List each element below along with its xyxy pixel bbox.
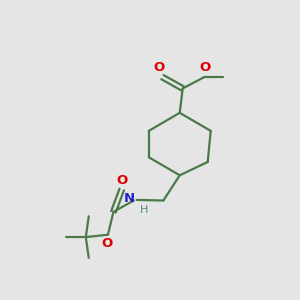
Text: H: H: [140, 205, 148, 215]
Text: O: O: [200, 61, 211, 74]
Text: N: N: [124, 192, 135, 205]
Text: O: O: [117, 174, 128, 187]
Text: O: O: [153, 61, 164, 74]
Text: O: O: [102, 237, 113, 250]
